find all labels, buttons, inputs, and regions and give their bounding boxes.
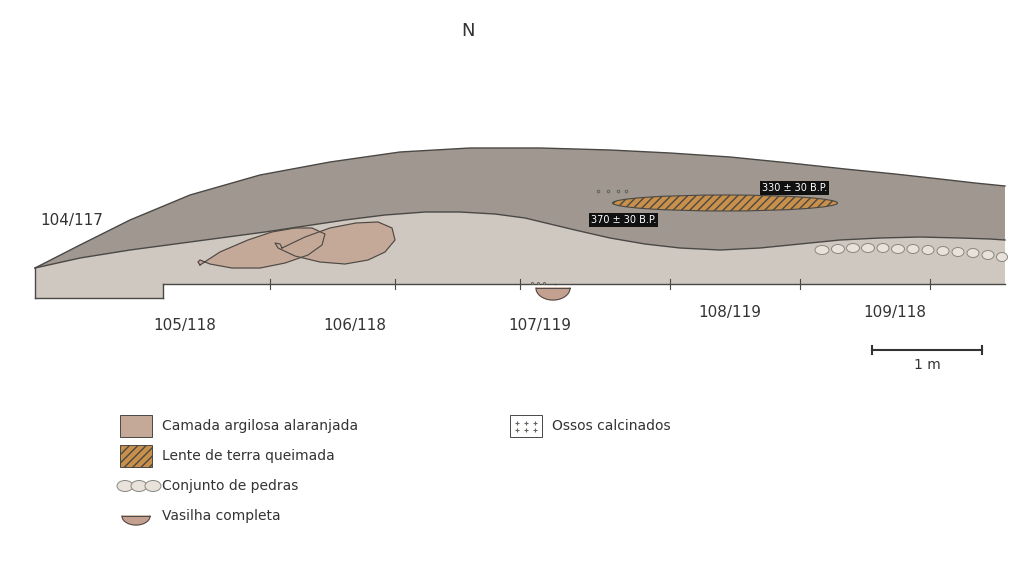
- Ellipse shape: [937, 247, 949, 255]
- Ellipse shape: [996, 252, 1008, 262]
- Text: N: N: [461, 22, 475, 40]
- Ellipse shape: [117, 481, 133, 492]
- Ellipse shape: [815, 246, 829, 255]
- Text: 330 ± 30 B.P.: 330 ± 30 B.P.: [762, 183, 828, 193]
- Ellipse shape: [952, 247, 964, 256]
- Polygon shape: [122, 516, 150, 525]
- Bar: [510, 415, 542, 437]
- Ellipse shape: [131, 481, 147, 492]
- Ellipse shape: [846, 243, 859, 252]
- Text: 107/119: 107/119: [508, 318, 572, 333]
- Text: 108/119: 108/119: [699, 305, 761, 320]
- Ellipse shape: [861, 243, 875, 252]
- Polygon shape: [35, 212, 1005, 298]
- Text: Ossos calcinados: Ossos calcinados: [552, 419, 671, 433]
- Polygon shape: [35, 148, 1005, 268]
- Ellipse shape: [967, 248, 979, 258]
- Text: Vasilha completa: Vasilha completa: [162, 509, 280, 523]
- Text: Lente de terra queimada: Lente de terra queimada: [162, 449, 335, 463]
- Text: 109/118: 109/118: [863, 305, 927, 320]
- Ellipse shape: [891, 244, 904, 254]
- Ellipse shape: [145, 481, 161, 492]
- Bar: [120, 445, 152, 467]
- Text: Conjunto de pedras: Conjunto de pedras: [162, 479, 299, 493]
- Ellipse shape: [982, 251, 994, 259]
- Text: 106/118: 106/118: [323, 318, 387, 333]
- Text: 1 m: 1 m: [914, 358, 940, 372]
- Polygon shape: [275, 222, 395, 264]
- Bar: [120, 415, 152, 437]
- Ellipse shape: [877, 243, 889, 252]
- Text: 105/118: 105/118: [153, 318, 217, 333]
- Ellipse shape: [907, 244, 919, 254]
- Polygon shape: [536, 288, 570, 300]
- Text: 104/117: 104/117: [41, 212, 103, 227]
- Ellipse shape: [613, 195, 838, 211]
- Text: Camada argilosa alaranjada: Camada argilosa alaranjada: [162, 419, 358, 433]
- Text: 370 ± 30 B.P.: 370 ± 30 B.P.: [591, 215, 657, 225]
- Polygon shape: [198, 228, 325, 268]
- Ellipse shape: [922, 246, 934, 255]
- Ellipse shape: [832, 244, 845, 254]
